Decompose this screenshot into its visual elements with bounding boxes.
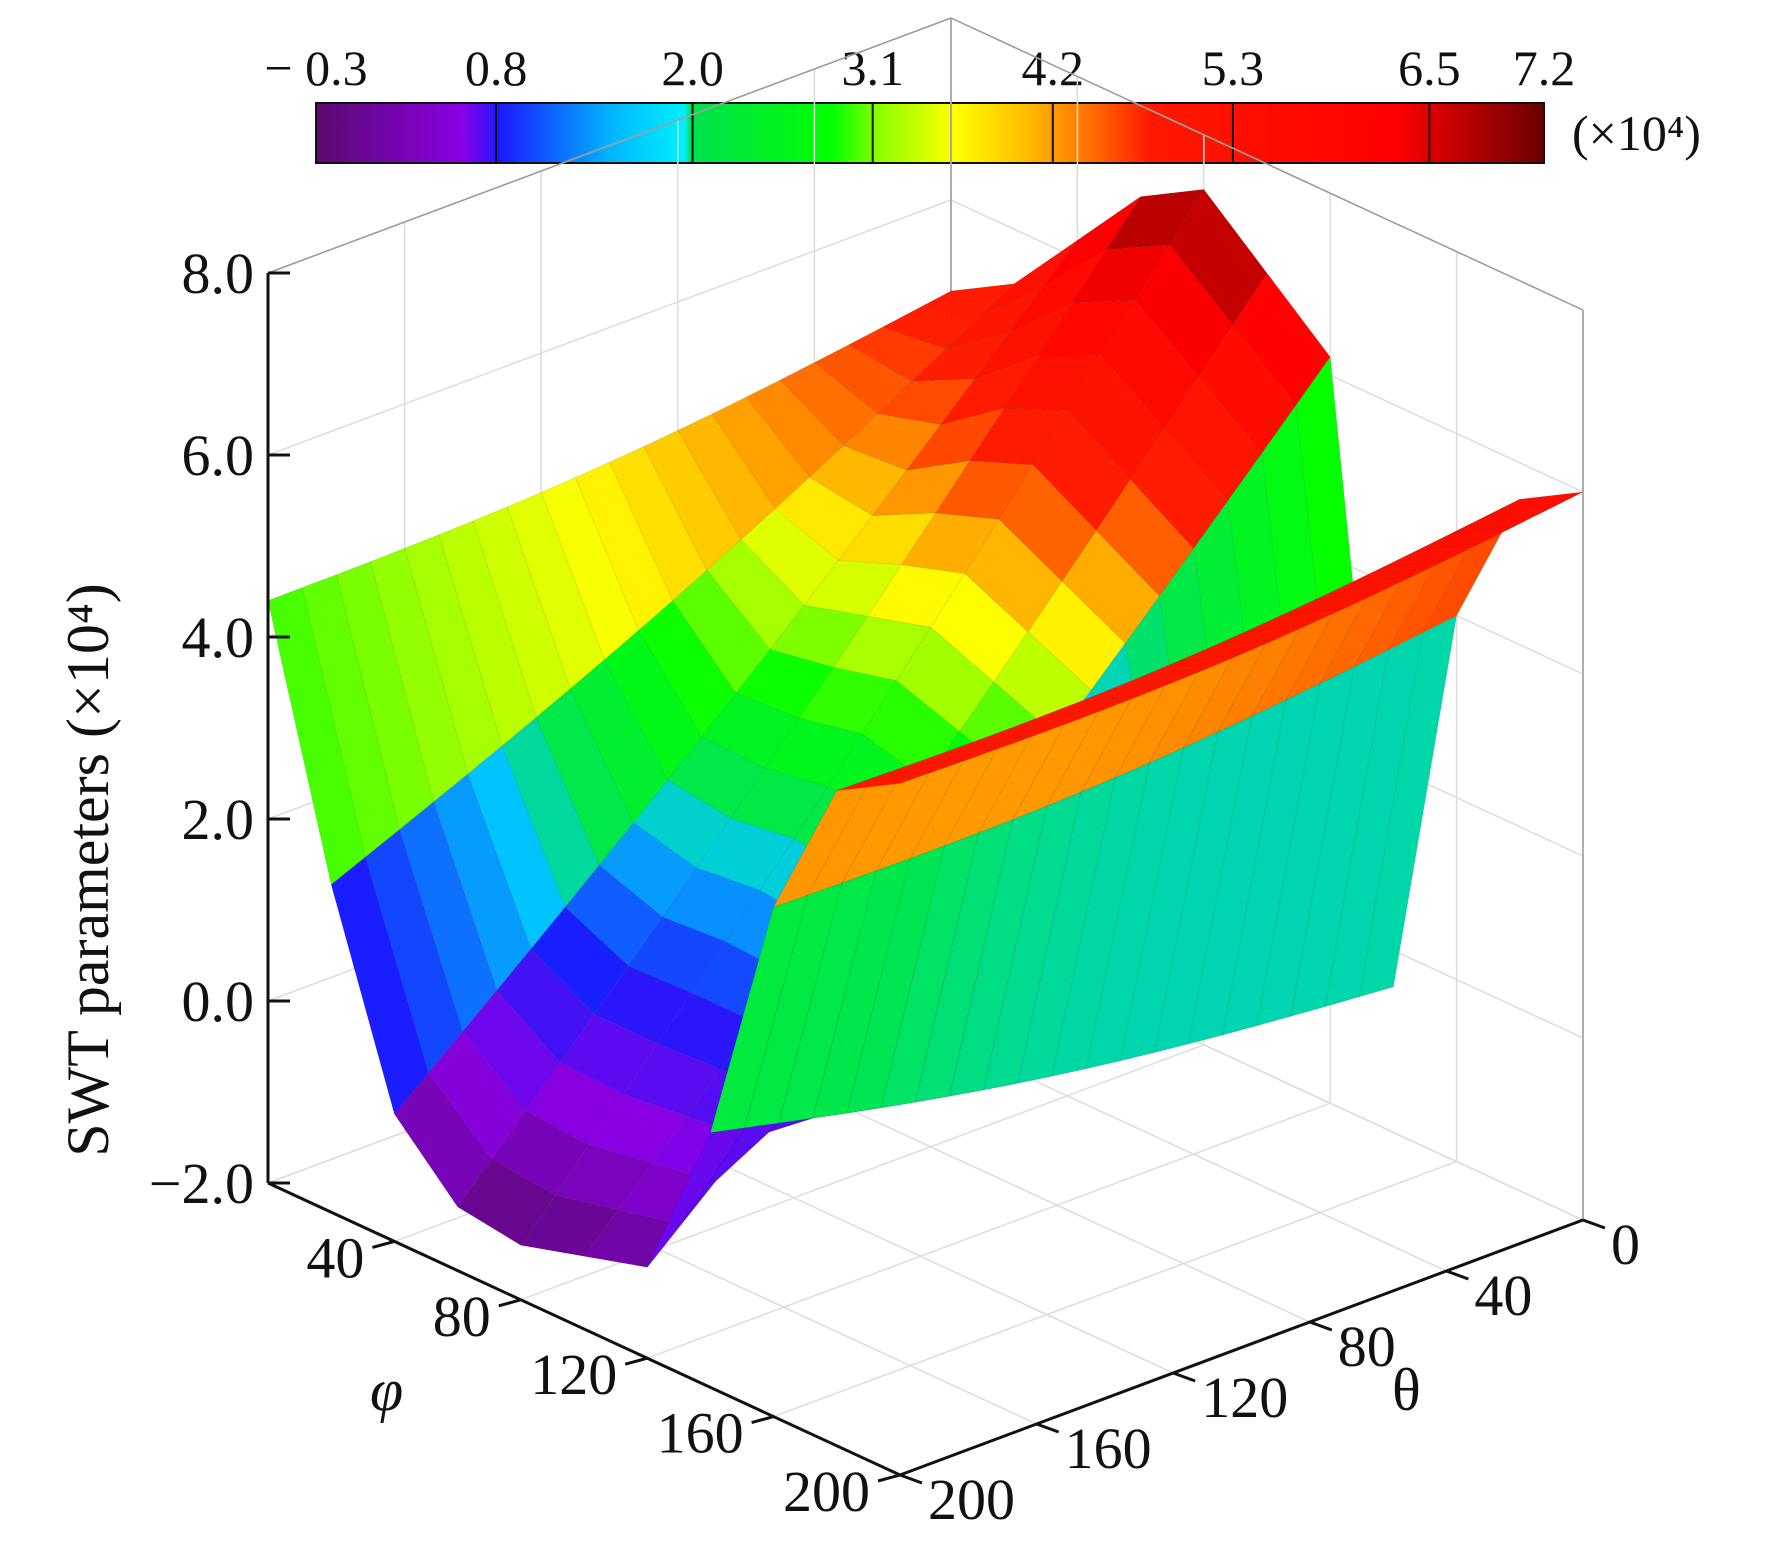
gridline-floor — [646, 1102, 1331, 1359]
theta-tick-label: 160 — [1065, 1416, 1152, 1481]
colorbar-tick-label: 6.5 — [1398, 40, 1461, 96]
z-tick-label: 2.0 — [182, 787, 255, 852]
phi-tick — [372, 1239, 395, 1249]
y-axis-label: θ — [1392, 1357, 1421, 1423]
phi-tick-label: 40 — [306, 1225, 364, 1290]
phi-axis-line — [267, 1181, 901, 1477]
box-edge — [950, 17, 1584, 311]
colorbar: − 0.3 0.8 2.0 3.1 4.2 5.3 6.5 7.2 (×10⁴) — [264, 40, 1701, 164]
z-tick-label: −2.0 — [149, 1151, 254, 1216]
box-edge — [267, 17, 952, 274]
theta-tick — [1309, 1320, 1333, 1332]
gridline-floor — [773, 1160, 1457, 1418]
theta-tick-label: 120 — [1201, 1365, 1288, 1430]
phi-tick-label: 120 — [530, 1342, 617, 1407]
colorbar-tick-label: 3.1 — [841, 40, 904, 96]
theta-tick — [1445, 1269, 1469, 1281]
z-tick-label: 0.0 — [182, 969, 255, 1034]
colorbar-tick-label: 0.8 — [465, 40, 528, 96]
axes: −2.0 0.0 2.0 4.0 6.0 8.0 40 80 120 160 200 0 40 80 120… — [149, 241, 1640, 1532]
theta-axis-line — [899, 1218, 1584, 1477]
phi-tick — [624, 1356, 648, 1366]
theta-tick-label: 200 — [928, 1467, 1015, 1532]
phi-tick — [498, 1298, 522, 1308]
theta-tick — [1172, 1371, 1196, 1383]
colorbar-tick-label: 4.2 — [1022, 40, 1085, 96]
theta-tick — [1582, 1218, 1606, 1230]
phi-tick-label: 160 — [657, 1401, 744, 1466]
colorbar-tick-label: 2.0 — [661, 40, 724, 96]
z-tick-label: 6.0 — [182, 423, 255, 488]
surface-patch — [836, 771, 935, 791]
phi-tick-label: 200 — [783, 1459, 870, 1524]
theta-tick — [1036, 1422, 1060, 1434]
z-tick-label: 8.0 — [182, 241, 255, 306]
theta-tick-label: 0 — [1611, 1212, 1640, 1277]
phi-tick — [877, 1473, 901, 1483]
gridline-z — [267, 199, 952, 456]
colorbar-tick-label: 7.2 — [1513, 40, 1576, 96]
theta-tick-label: 80 — [1338, 1314, 1396, 1379]
colorbar-unit-label: (×10⁴) — [1572, 105, 1701, 161]
phi-tick — [751, 1415, 774, 1425]
colorbar-tick-label: 5.3 — [1202, 40, 1265, 96]
z-tick-label: 4.0 — [182, 605, 255, 670]
phi-tick-label: 80 — [433, 1284, 491, 1349]
z-axis-label: SWT parameters (×10⁴) — [55, 583, 121, 1156]
colorbar-tick-label: − 0.3 — [264, 40, 367, 96]
colorbar-bar — [315, 102, 1545, 164]
theta-tick — [899, 1473, 923, 1485]
x-axis-label: φ — [370, 1357, 403, 1423]
surface-plot — [267, 188, 1584, 1268]
theta-tick-label: 40 — [1474, 1263, 1532, 1328]
